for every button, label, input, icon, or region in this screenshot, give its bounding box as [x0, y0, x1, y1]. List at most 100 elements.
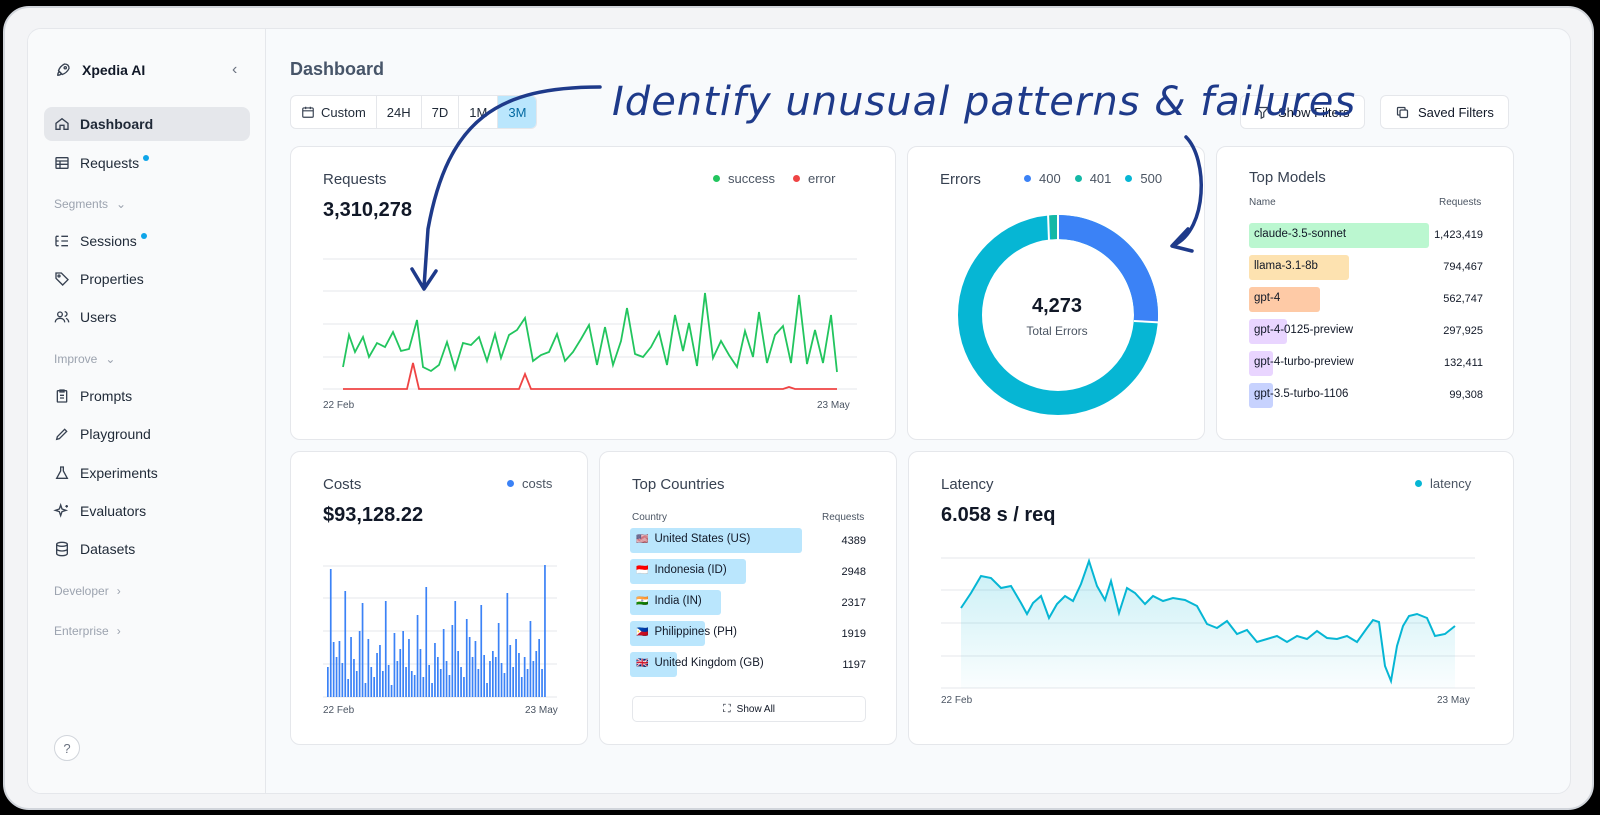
model-name[interactable]: gpt-3.5-turbo-1106 — [1254, 388, 1349, 400]
sidebar-item-prompts[interactable]: Prompts — [44, 379, 250, 413]
legend-latency: latency — [1415, 476, 1471, 491]
sidebar-item-requests[interactable]: Requests — [44, 146, 250, 180]
cost-bar — [408, 639, 410, 697]
latency-card[interactable]: Latency 6.058 s / req latency 22 Feb 23 … — [908, 451, 1514, 745]
costs-card[interactable]: Costs $93,128.22 costs 22 Feb 23 May — [290, 451, 588, 745]
cost-bar — [457, 651, 459, 697]
cost-bar — [477, 669, 480, 697]
cost-bar — [431, 683, 433, 697]
legend-costs: costs — [507, 476, 552, 491]
range-7d[interactable]: 7D — [422, 96, 460, 128]
range-3m[interactable]: 3M — [498, 96, 537, 128]
country-row[interactable]: 🇬🇧 United Kingdom (GB) — [636, 657, 764, 669]
cost-bar — [350, 637, 352, 697]
cost-bar — [480, 605, 483, 697]
x-axis-start-label: 22 Feb — [323, 400, 355, 411]
section-label: Segments — [54, 197, 109, 211]
collapse-sidebar-chevron-left-icon[interactable]: ‹ — [232, 61, 238, 78]
show-all-button[interactable]: ⛶ Show All — [632, 696, 866, 722]
sidebar-item-label: Requests — [80, 155, 140, 171]
legend-400: 400 — [1024, 171, 1061, 186]
cost-bar — [486, 683, 488, 697]
cost-bar — [503, 673, 506, 697]
show-filters-button[interactable]: Show Filters — [1240, 95, 1365, 129]
cost-bar — [344, 591, 347, 697]
range-24h[interactable]: 24H — [377, 96, 422, 128]
filter-icon — [1255, 106, 1270, 119]
sidebar-item-experiments[interactable]: Experiments — [44, 456, 250, 490]
model-name[interactable]: llama-3.1-8b — [1254, 260, 1318, 272]
cost-bar — [338, 641, 341, 697]
section-developer[interactable]: Developer › — [54, 584, 121, 598]
cost-bar — [463, 677, 465, 697]
errors-legend: 400 401 500 — [1024, 171, 1162, 186]
cost-bar — [332, 642, 335, 697]
cost-bar — [434, 643, 436, 697]
requests-total: 3,310,278 — [323, 199, 412, 221]
flag-icon: 🇵🇭 — [636, 626, 649, 638]
cost-bar — [428, 665, 430, 697]
cost-bar — [425, 587, 428, 697]
table-icon — [55, 157, 69, 169]
cost-bar — [327, 667, 329, 697]
model-name[interactable]: claude-3.5-sonnet — [1254, 228, 1347, 240]
sidebar-item-properties[interactable]: Properties — [44, 262, 250, 296]
model-bar — [1249, 319, 1287, 344]
sidebar-item-datasets[interactable]: Datasets — [44, 532, 250, 566]
country-row[interactable]: 🇮🇳 India (IN) — [636, 595, 702, 607]
model-name[interactable]: gpt-4 — [1254, 292, 1281, 304]
error-400-slice — [1057, 215, 1158, 322]
top-models-card[interactable]: Top Models Name Requests claude-3.5-sonn… — [1216, 146, 1514, 440]
latency-area-chart[interactable] — [941, 556, 1475, 692]
top-countries-card[interactable]: Top Countries Country Requests 🇺🇸 United … — [599, 451, 897, 745]
requests-line-chart[interactable] — [323, 257, 857, 392]
country-row[interactable]: 🇮🇩 Indonesia (ID) — [636, 564, 727, 576]
errors-card[interactable]: Errors 400 401 500 4,273 Total Errors — [907, 146, 1205, 440]
cost-bar — [483, 655, 485, 697]
errors-donut-chart[interactable] — [956, 212, 1171, 417]
column-header-requests: Requests — [822, 512, 865, 523]
saved-filters-button[interactable]: Saved Filters — [1380, 95, 1509, 129]
range-custom[interactable]: Custom — [291, 96, 377, 128]
sidebar-item-playground[interactable]: Playground — [44, 417, 250, 451]
brand[interactable]: Xpedia AI — [54, 61, 145, 79]
cost-bar — [384, 601, 387, 697]
section-improve[interactable]: Improve ⌄ — [54, 352, 115, 366]
cost-bar — [506, 593, 509, 697]
cost-bar — [402, 631, 404, 697]
model-name[interactable]: gpt-4-turbo-preview — [1254, 356, 1354, 368]
sidebar-item-label: Properties — [80, 271, 144, 287]
cost-bar — [520, 677, 523, 697]
country-row[interactable]: 🇺🇸 United States (US) — [636, 533, 750, 545]
model-requests: 1,423,419 — [1434, 229, 1483, 241]
sidebar-item-label: Datasets — [80, 541, 136, 557]
country-requests: 2317 — [841, 597, 866, 609]
chevron-right-icon: › — [116, 624, 121, 638]
section-segments[interactable]: Segments ⌄ — [54, 197, 126, 211]
annotation-arrow-right-icon — [1170, 135, 1203, 253]
cost-bar — [373, 677, 375, 697]
users-icon — [54, 311, 70, 323]
calendar-icon — [302, 106, 314, 118]
country-name: United States (US) — [654, 533, 751, 545]
help-button[interactable]: ? — [54, 735, 80, 761]
flag-icon: 🇮🇳 — [636, 595, 649, 607]
country-row[interactable]: 🇵🇭 Philippines (PH) — [636, 626, 737, 638]
cost-bar — [529, 621, 532, 697]
cost-bar — [335, 657, 338, 697]
section-label: Enterprise — [54, 624, 109, 638]
sidebar-item-sessions[interactable]: Sessions — [44, 224, 250, 258]
cost-bar — [465, 619, 468, 697]
cost-bar — [376, 653, 378, 697]
sidebar-item-dashboard[interactable]: Dashboard — [44, 107, 250, 141]
costs-bar-chart[interactable] — [323, 564, 557, 700]
model-name[interactable]: gpt-4-0125-preview — [1254, 324, 1354, 336]
sidebar-item-evaluators[interactable]: Evaluators — [44, 494, 250, 528]
requests-card[interactable]: Requests 3,310,278 success error 22 Feb … — [290, 146, 896, 440]
sidebar-item-users[interactable]: Users — [44, 300, 250, 334]
cost-bar — [538, 639, 540, 697]
cost-bar — [367, 639, 370, 697]
cost-bar — [437, 657, 439, 697]
card-title: Latency — [941, 476, 994, 493]
section-enterprise[interactable]: Enterprise › — [54, 624, 121, 638]
